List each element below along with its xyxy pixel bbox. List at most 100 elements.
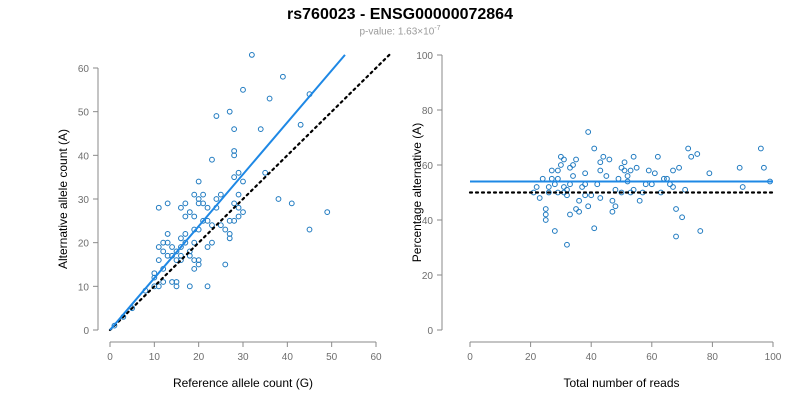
x-tick-label: 0 — [107, 352, 113, 363]
p-value-exponent: -7 — [434, 25, 441, 32]
data-point — [606, 156, 613, 163]
data-point — [111, 322, 118, 329]
data-point — [576, 197, 582, 204]
data-point — [217, 222, 224, 229]
data-point — [164, 200, 171, 207]
data-point — [567, 164, 573, 171]
data-point — [248, 52, 255, 58]
data-point — [573, 206, 579, 212]
data-point — [155, 204, 162, 211]
data-point — [697, 228, 704, 234]
data-point — [694, 151, 701, 157]
y-tick-label: 20 — [422, 271, 434, 282]
data-point — [757, 145, 764, 152]
data-point — [612, 203, 619, 210]
data-point — [597, 159, 604, 166]
data-point — [231, 148, 238, 154]
data-point — [186, 283, 193, 290]
data-point — [182, 200, 189, 207]
p-value-text: p-value: 1.63×10 — [359, 26, 435, 38]
y-tick-label: 40 — [422, 216, 434, 227]
data-point — [679, 214, 685, 221]
y-tick-label: 0 — [427, 326, 433, 337]
data-point — [542, 217, 549, 223]
x-tick-label: 80 — [707, 352, 719, 363]
data-point — [324, 209, 331, 216]
data-point — [636, 197, 643, 204]
data-point — [648, 181, 655, 188]
data-point — [654, 153, 661, 160]
data-point — [545, 189, 552, 196]
data-point — [554, 175, 561, 182]
y-tick-label: 10 — [78, 282, 90, 293]
data-point — [561, 184, 567, 190]
data-point — [191, 191, 198, 198]
data-point — [558, 153, 564, 160]
data-point — [676, 164, 682, 171]
data-point — [585, 129, 592, 135]
y-tick-label: 50 — [78, 108, 90, 119]
data-point — [609, 208, 616, 215]
data-point — [542, 206, 549, 212]
data-point — [204, 283, 211, 290]
data-point — [151, 270, 158, 277]
data-point — [164, 231, 171, 237]
x-tick-label: 60 — [370, 352, 382, 363]
chart-title: rs760023 - ENSG00000072864 — [287, 6, 513, 23]
data-point — [231, 174, 238, 181]
data-point — [673, 233, 679, 240]
data-point — [551, 228, 558, 234]
data-point — [630, 153, 637, 160]
panel-percentage: 0 20 40 60 80 100 0 20 40 60 80 100 Total number of … — [410, 51, 782, 390]
data-point — [570, 173, 576, 179]
x-tick-label: 10 — [149, 352, 161, 363]
y-tick-label: 60 — [422, 161, 434, 172]
data-point — [545, 184, 552, 190]
x-tick-label: 40 — [586, 352, 598, 363]
data-point — [275, 196, 282, 202]
data-point — [736, 164, 743, 171]
data-point — [213, 113, 220, 119]
data-point — [667, 181, 673, 188]
data-point — [542, 211, 549, 218]
data-point — [288, 200, 295, 207]
data-point — [231, 126, 238, 133]
x-tick-label: 30 — [237, 352, 249, 363]
data-point — [651, 170, 658, 177]
data-point — [213, 196, 220, 202]
data-point — [182, 213, 189, 220]
data-point — [533, 184, 540, 190]
data-point — [306, 226, 313, 233]
data-point — [670, 184, 676, 190]
data-point — [582, 170, 589, 177]
data-point — [706, 170, 713, 177]
data-point — [591, 145, 598, 152]
data-point — [231, 217, 238, 224]
data-point — [191, 265, 198, 272]
data-point — [160, 248, 167, 255]
data-point — [173, 248, 180, 255]
data-point — [235, 213, 242, 220]
x-tick-label: 20 — [525, 352, 537, 363]
data-point — [191, 213, 198, 220]
data-point — [567, 181, 573, 188]
x-tick-label: 100 — [765, 352, 782, 363]
data-point — [217, 191, 224, 198]
data-point — [576, 208, 582, 215]
data-point — [240, 86, 246, 93]
data-point — [579, 184, 586, 190]
y-axis-label: Percentage alternative (A) — [410, 123, 424, 262]
data-point — [615, 175, 622, 182]
data-point — [222, 226, 229, 233]
data-point — [554, 167, 561, 174]
x-axis-label: Total number of reads — [563, 376, 679, 390]
data-point — [164, 239, 171, 246]
data-point — [688, 153, 695, 160]
y-tick-label: 60 — [78, 64, 90, 75]
data-point — [209, 156, 215, 163]
data-point — [160, 279, 167, 285]
data-point — [240, 178, 246, 185]
data-point — [280, 73, 286, 80]
x-tick-label: 20 — [193, 352, 205, 363]
data-point — [235, 169, 242, 176]
